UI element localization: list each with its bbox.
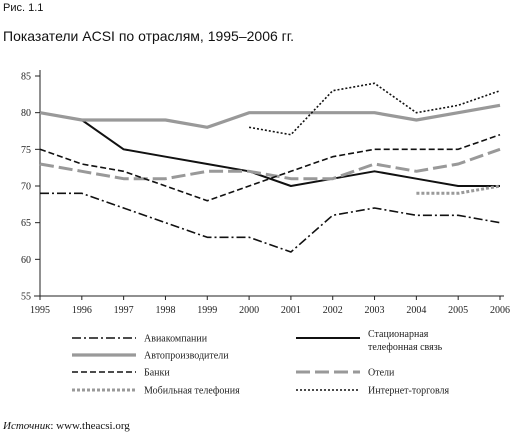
figure-label: Рис. 1.1 <box>3 2 44 14</box>
y-tick-label: 75 <box>21 145 31 156</box>
y-tick-label: 55 <box>21 292 31 303</box>
legend-label: Авиакомпании <box>144 334 208 345</box>
legend-label-line: телефонная связь <box>368 342 443 353</box>
series-line <box>416 184 501 195</box>
y-tick-label: 60 <box>21 255 31 266</box>
x-tick-label: 2002 <box>323 305 343 316</box>
x-tick-label: 1998 <box>155 305 175 316</box>
source-label: Источник <box>3 420 51 432</box>
x-tick-label: 2000 <box>239 305 259 316</box>
series-lines <box>39 82 501 253</box>
source-note: Источник: www.theacsi.org <box>3 420 130 432</box>
y-tick-label: 70 <box>21 182 31 193</box>
series-line <box>40 192 501 253</box>
legend-label: Мобильная телефония <box>144 386 240 397</box>
series-line <box>248 82 501 136</box>
legend-label: Автопроизводители <box>144 351 229 362</box>
legend: Авиакомпании Стационарная телефонная связь… <box>72 329 450 397</box>
series-line <box>39 103 501 129</box>
x-tick-label: 2001 <box>281 305 301 316</box>
y-tick-label: 80 <box>21 108 31 119</box>
x-tick-label: 2006 <box>490 305 510 316</box>
legend-label: Интернет-торговля <box>368 386 450 397</box>
x-tick-label: 2004 <box>406 305 426 316</box>
x-tick-label: 2003 <box>365 305 385 316</box>
series-line <box>39 111 500 187</box>
legend-label: Стационарная телефонная связь <box>368 329 443 353</box>
y-tick-label: 65 <box>21 218 31 229</box>
series-line <box>39 133 501 202</box>
legend-label-line: Стационарная <box>368 329 429 340</box>
legend-label: Банки <box>144 368 170 379</box>
x-tick-label: 1995 <box>30 305 50 316</box>
legend-label: Отели <box>368 368 395 379</box>
x-tick-label: 1997 <box>114 305 134 316</box>
chart-title: Показатели ACSI по отраслям, 1995–2006 г… <box>3 28 295 44</box>
x-tick-label: 2005 <box>448 305 468 316</box>
source-url: www.theacsi.org <box>56 420 130 432</box>
x-tick-label: 1999 <box>197 305 217 316</box>
series-line <box>39 147 501 181</box>
axes: 55 60 65 70 75 80 85 1995 1996 1997 1998 1999 2000 20… <box>21 70 510 316</box>
x-tick-label: 1996 <box>72 305 92 316</box>
y-tick-label: 85 <box>21 72 31 83</box>
